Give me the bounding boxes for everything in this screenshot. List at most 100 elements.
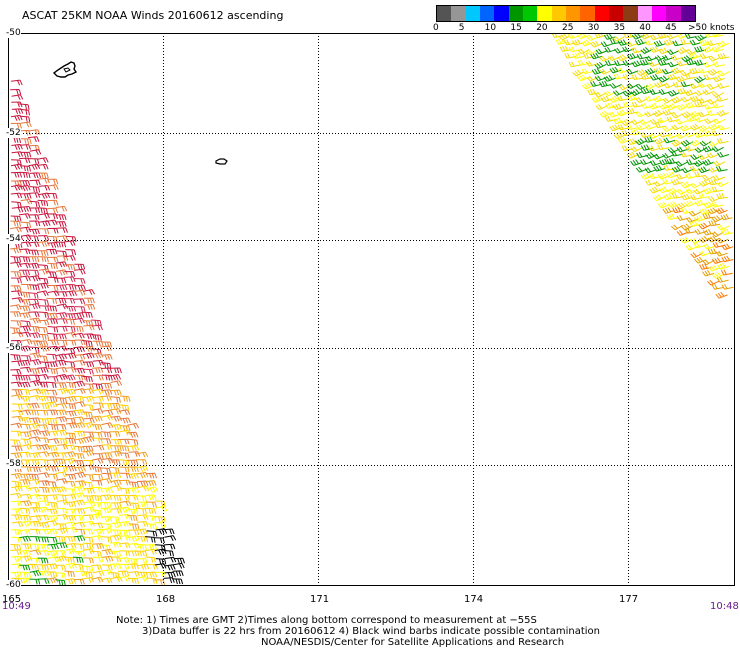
wind-barb xyxy=(685,102,698,109)
wind-barb xyxy=(100,395,112,402)
wind-barb xyxy=(11,143,23,151)
wind-barb xyxy=(55,297,67,304)
wind-barb xyxy=(82,514,95,521)
wind-barb xyxy=(707,279,720,286)
wind-barb xyxy=(694,228,707,235)
wind-barb xyxy=(64,264,76,270)
wind-barb xyxy=(29,520,42,527)
wind-barb xyxy=(47,438,60,444)
wind-barb xyxy=(64,313,76,319)
wind-barb xyxy=(65,339,77,346)
wind-barb xyxy=(717,70,730,77)
lon-label-165: 165 xyxy=(2,594,22,605)
wind-barb xyxy=(38,480,50,487)
wind-barb xyxy=(720,213,733,221)
wind-barb xyxy=(90,564,103,571)
wind-barb xyxy=(622,89,635,97)
wind-barb xyxy=(19,180,31,186)
wind-barb xyxy=(671,150,683,157)
lat-label-54: -54 xyxy=(6,234,21,244)
wind-barb xyxy=(20,198,33,205)
wind-barb xyxy=(46,312,58,319)
wind-barb xyxy=(18,359,31,366)
legend-swatch-11 xyxy=(594,6,609,21)
wind-barb xyxy=(703,201,716,209)
wind-barb xyxy=(670,54,683,61)
wind-barb xyxy=(74,466,87,473)
wind-barb xyxy=(56,514,69,520)
wind-barb xyxy=(74,445,86,453)
wind-barb xyxy=(19,374,31,381)
wind-barb xyxy=(28,292,39,299)
wind-barb xyxy=(671,165,684,173)
wind-barb xyxy=(690,194,702,201)
wind-barb xyxy=(20,444,33,450)
wind-barb xyxy=(154,500,166,507)
wind-barb xyxy=(20,355,32,362)
wind-map[interactable] xyxy=(8,33,735,586)
wind-barb xyxy=(110,522,123,529)
wind-barb xyxy=(684,89,697,97)
wind-barb xyxy=(36,157,49,164)
wind-barb xyxy=(56,397,68,404)
wind-barb xyxy=(56,269,68,276)
wind-barb xyxy=(38,430,51,437)
wind-barb xyxy=(82,436,95,443)
wind-barb xyxy=(136,507,147,515)
wind-barb xyxy=(38,228,50,235)
wind-barb xyxy=(63,556,75,563)
wind-barb xyxy=(83,289,95,295)
wind-barb xyxy=(708,178,721,186)
wind-barb xyxy=(110,508,123,514)
wind-barb xyxy=(145,571,158,578)
wind-barb xyxy=(20,438,32,445)
wind-barb xyxy=(37,207,48,214)
wind-barb xyxy=(127,444,140,452)
wind-barb xyxy=(688,210,702,217)
wind-barb xyxy=(662,109,675,116)
wind-barb xyxy=(666,33,679,40)
wind-barb xyxy=(47,473,59,480)
wind-barb xyxy=(10,192,23,199)
legend-tick-6: 30 xyxy=(587,23,600,33)
wind-barb xyxy=(571,39,584,46)
wind-barb xyxy=(11,403,23,410)
wind-barb xyxy=(663,164,676,171)
wind-barb xyxy=(146,577,158,584)
wind-barb xyxy=(74,471,86,479)
lon-label-171: 171 xyxy=(310,594,330,605)
wind-barb xyxy=(11,394,23,401)
wind-barb xyxy=(586,75,599,82)
wind-barb xyxy=(28,368,40,375)
wind-barb xyxy=(92,388,104,395)
wind-barb xyxy=(101,555,114,562)
wind-barb xyxy=(100,494,113,501)
wind-barb xyxy=(20,221,32,229)
wind-barb xyxy=(92,556,104,563)
wind-barb xyxy=(100,502,112,508)
wind-barb xyxy=(136,543,147,550)
wind-barb xyxy=(717,124,730,131)
wind-barb xyxy=(686,216,699,223)
wind-barb xyxy=(28,459,40,465)
wind-barb xyxy=(101,487,114,494)
wind-barb xyxy=(699,140,712,147)
wind-barb xyxy=(659,158,672,166)
wind-barb xyxy=(671,96,684,104)
wind-barb xyxy=(64,318,75,325)
wind-barb xyxy=(64,271,76,277)
wind-barb xyxy=(74,430,86,437)
wind-barb xyxy=(11,529,23,536)
wind-barb xyxy=(64,536,76,542)
wind-barb xyxy=(47,465,60,472)
wind-barb xyxy=(127,438,139,446)
wind-barb xyxy=(577,74,590,82)
legend-tick-9: 45 xyxy=(665,23,677,33)
wind-barb xyxy=(20,283,32,290)
wind-barb xyxy=(587,88,600,96)
wind-barb xyxy=(127,487,140,494)
wind-barb xyxy=(670,224,684,231)
wind-barb xyxy=(55,564,67,571)
wind-barb xyxy=(18,269,31,276)
wind-barb xyxy=(46,193,58,199)
